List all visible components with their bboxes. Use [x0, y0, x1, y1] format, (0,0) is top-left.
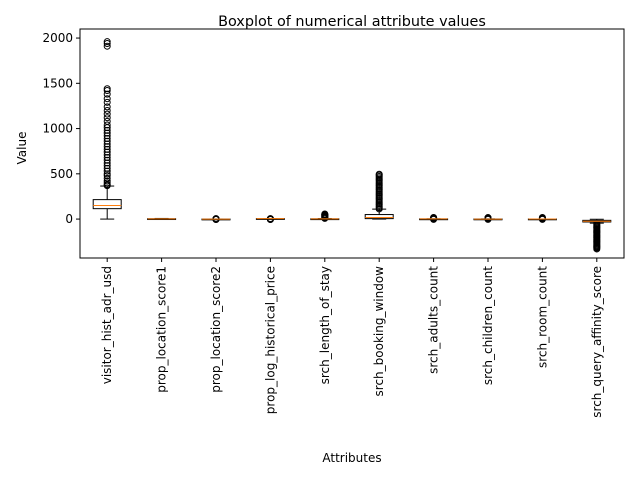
flier-point: [103, 145, 111, 153]
flier-point: [375, 170, 383, 178]
flier-point: [430, 213, 438, 221]
flier-point: [103, 135, 111, 143]
flier-point: [103, 170, 111, 178]
x-tick-label: prop_log_historical_price: [263, 266, 277, 414]
flier-point: [103, 98, 111, 106]
flier-point: [103, 151, 111, 159]
flier-point: [103, 129, 111, 137]
flier-point: [103, 39, 111, 47]
flier-point: [103, 126, 111, 134]
flier-point: [538, 213, 546, 221]
flier-point: [103, 117, 111, 125]
flier-point: [103, 140, 111, 148]
box-srch_adults_count: [419, 213, 449, 223]
box-srch_booking_window: [364, 170, 394, 220]
flier-point: [484, 214, 492, 222]
flier-point: [103, 167, 111, 175]
flier-point: [321, 210, 329, 218]
chart-title: Boxplot of numerical attribute values: [218, 14, 486, 30]
box-prop_location_score2: [201, 215, 231, 224]
flier-point: [103, 110, 111, 118]
iqr-box: [92, 199, 122, 210]
plot-area: [92, 38, 612, 253]
flier-point: [103, 85, 111, 93]
flier-point: [103, 137, 111, 145]
x-tick-label: srch_length_of_stay: [318, 266, 332, 384]
flier-point: [103, 87, 111, 95]
box-srch_query_affinity_score: [582, 218, 612, 253]
iqr-box: [364, 214, 394, 220]
y-tick-label: 1500: [42, 76, 73, 90]
axes-frame: [79, 28, 625, 259]
flier-point: [103, 164, 111, 172]
y-tick-label: 0: [65, 212, 73, 226]
x-tick-label: srch_adults_count: [427, 266, 441, 374]
x-tick-label: srch_query_affinity_score: [590, 266, 604, 418]
flier-point: [103, 172, 111, 180]
flier-point: [103, 114, 111, 122]
flier-point: [103, 162, 111, 170]
flier-point: [103, 132, 111, 140]
x-tick-label: srch_children_count: [481, 266, 495, 385]
x-tick-label: srch_booking_window: [372, 266, 386, 397]
x-tick-label: prop_location_score1: [155, 266, 169, 393]
box-srch_room_count: [527, 213, 557, 223]
x-axis-label: Attributes: [322, 451, 381, 465]
box-srch_length_of_stay: [310, 210, 340, 222]
flier-point: [593, 245, 601, 253]
x-tick-label: prop_location_score2: [209, 266, 223, 393]
flier-point: [103, 38, 111, 46]
flier-point: [103, 177, 111, 185]
box-srch_children_count: [473, 214, 503, 223]
y-tick-label: 2000: [42, 31, 73, 45]
box-prop_log_historical_price: [255, 215, 285, 224]
flier-point: [103, 106, 111, 114]
box-prop_location_score1: [147, 217, 177, 221]
flier-point: [103, 154, 111, 162]
flier-point: [103, 95, 111, 103]
x-tick-label: srch_room_count: [535, 266, 549, 368]
flier-point: [103, 174, 111, 182]
flier-point: [103, 121, 111, 129]
flier-point: [103, 148, 111, 156]
y-tick-label: 1000: [42, 122, 73, 136]
flier-point: [103, 103, 111, 111]
x-tick-label: visitor_hist_adr_usd: [100, 266, 114, 384]
flier-point: [103, 159, 111, 167]
x-axis: visitor_hist_adr_usd prop_location_score1…: [100, 258, 604, 418]
y-axis: 0 500 1000 1500 2000: [42, 31, 80, 226]
y-tick-label: 500: [50, 167, 73, 181]
y-axis-label: Value: [15, 132, 29, 165]
box-visitor_hist_adr_usd: [92, 38, 122, 220]
flier-point: [103, 156, 111, 164]
flier-point: [103, 42, 111, 50]
flier-point: [103, 143, 111, 151]
flier-point: [103, 90, 111, 98]
